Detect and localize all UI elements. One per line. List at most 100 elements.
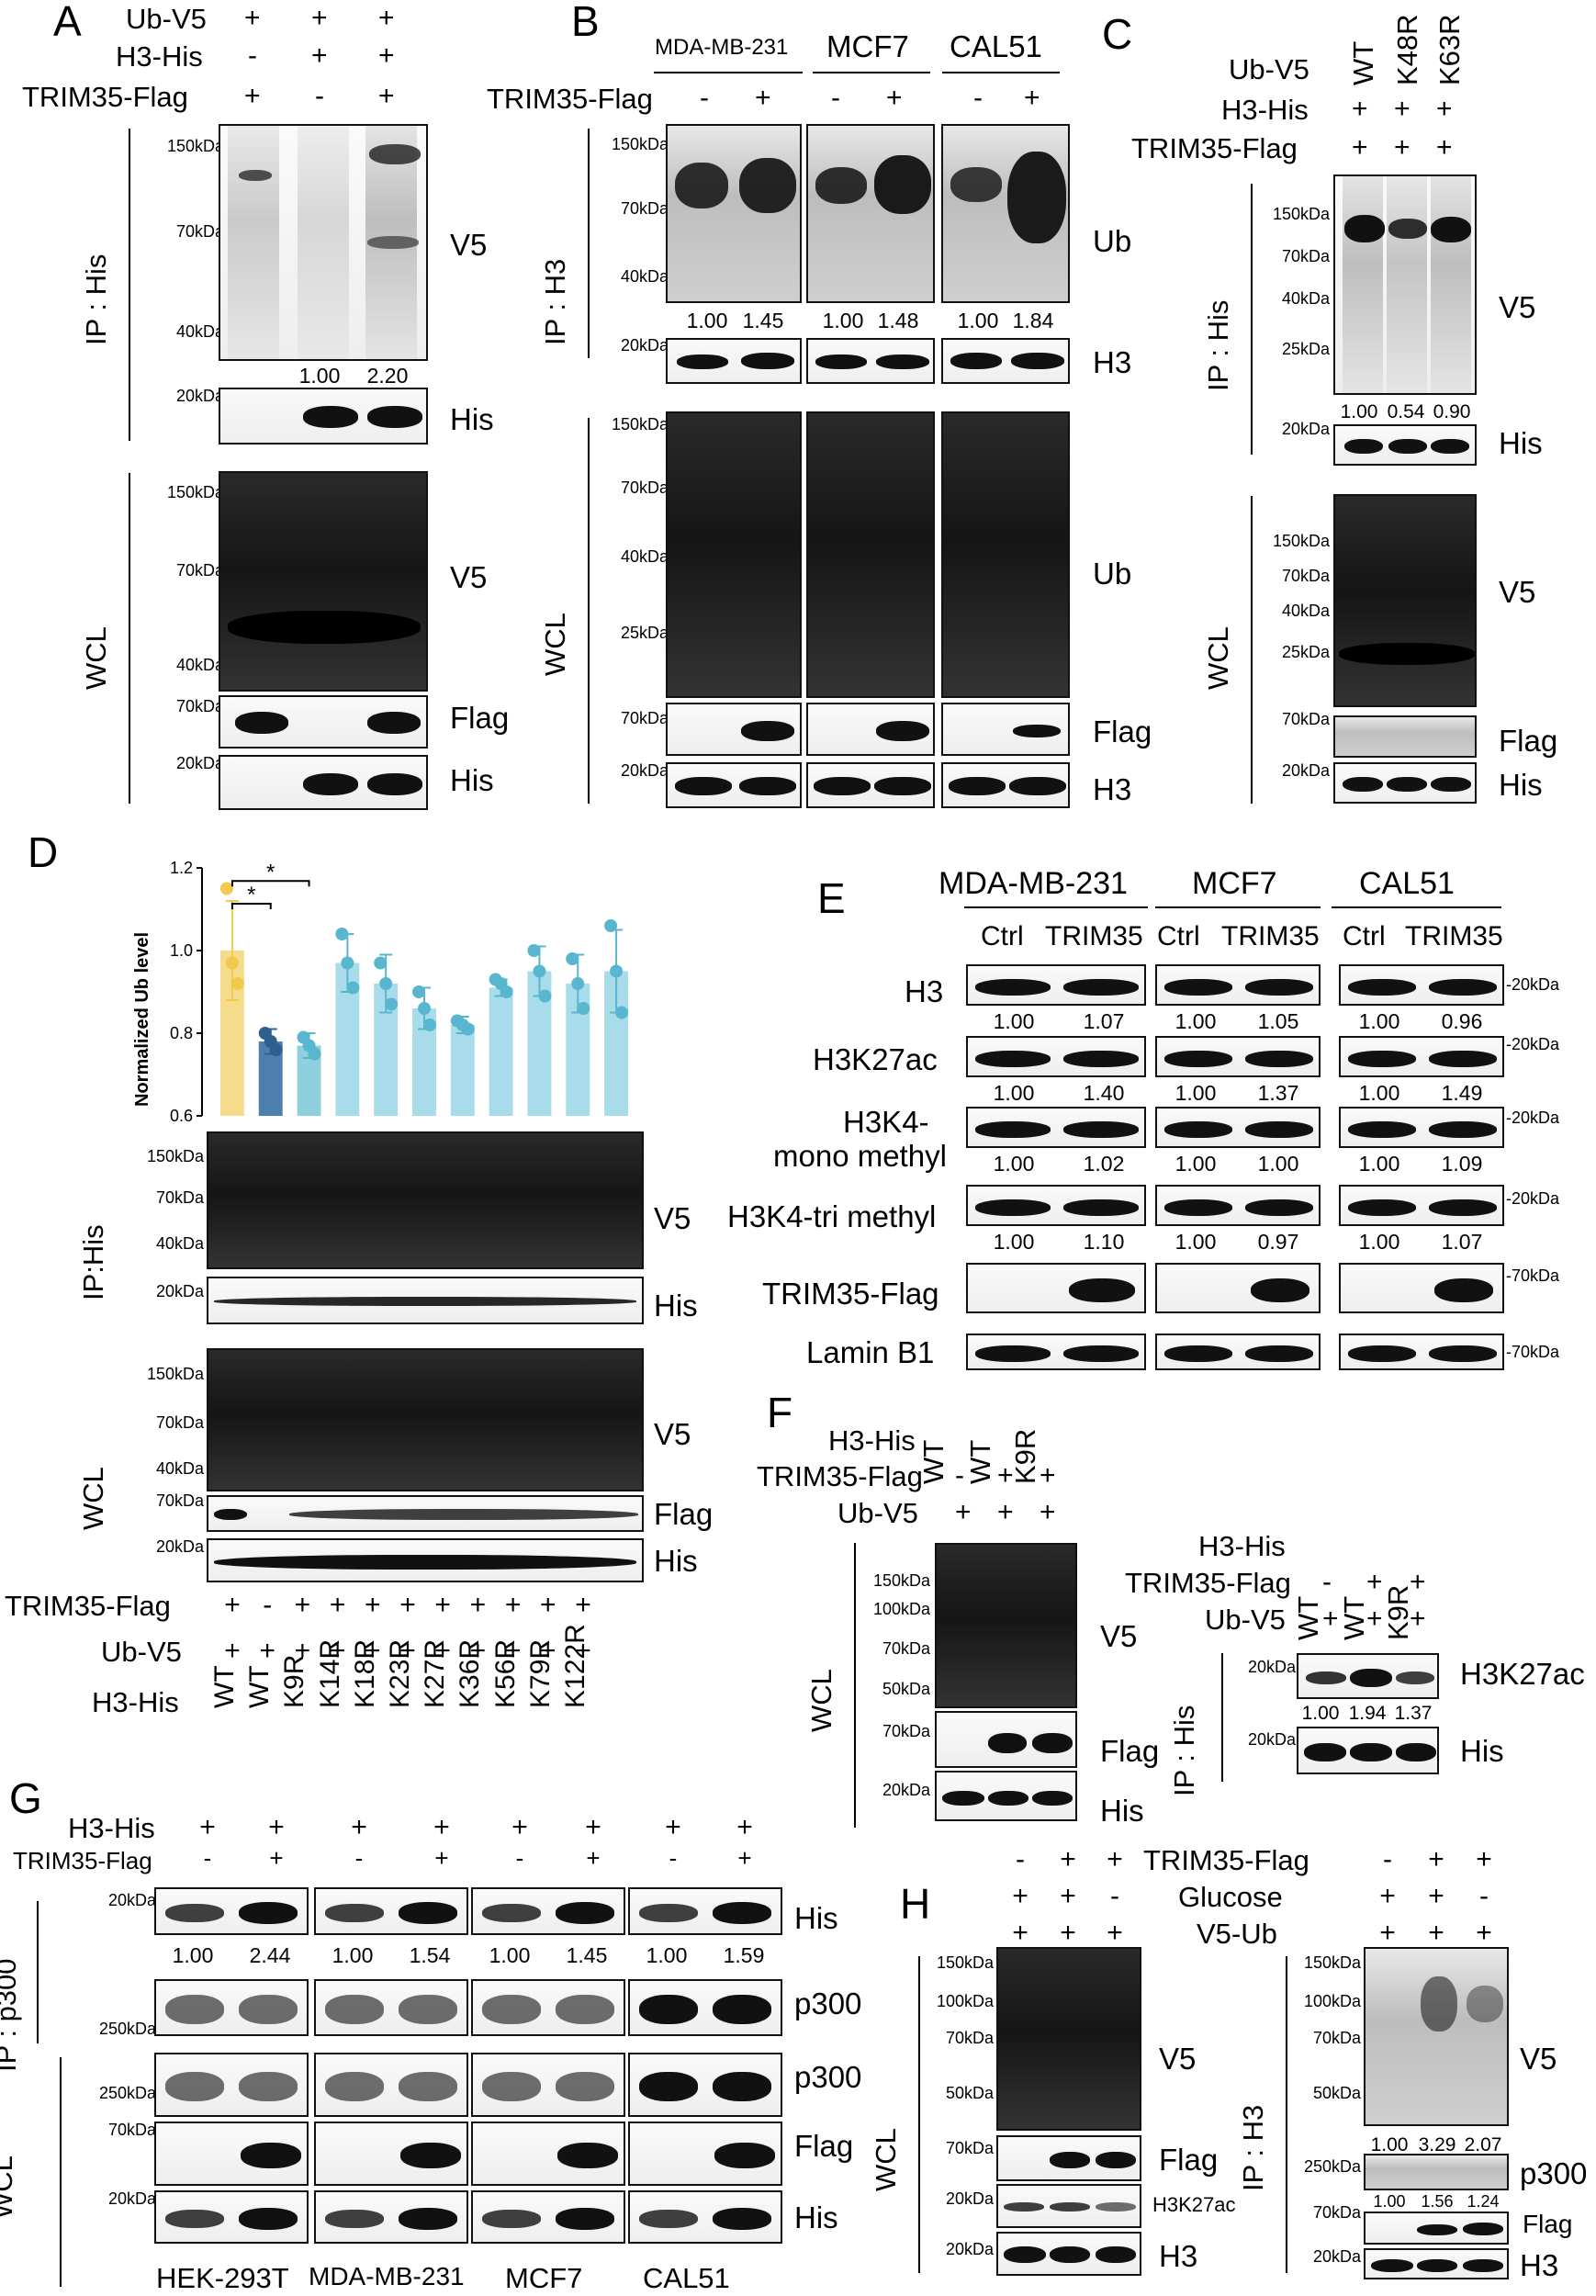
quant-value: 1.00 [1358, 1009, 1400, 1033]
plus-minus: + [469, 1590, 487, 1620]
row-label: His [794, 1901, 838, 1935]
row-label: p300 [794, 2060, 862, 2094]
plus-minus: + [433, 1812, 450, 1842]
y-tick-label: 0.6 [170, 1107, 193, 1125]
blot [1155, 1036, 1321, 1077]
condition-label: V5-Ub [1197, 1918, 1277, 1950]
row-label: V5 [1499, 575, 1536, 609]
blot [154, 1979, 309, 2036]
cell-line-label: MDA-MB-231 [655, 35, 789, 60]
plus-minus: + [575, 1636, 591, 1666]
blot [966, 964, 1146, 1006]
mw-unit: kDa [174, 1459, 204, 1478]
row-label: H3K4- [843, 1105, 929, 1139]
mw-unit: kDa [126, 1891, 156, 1909]
band [165, 2210, 224, 2228]
band [1251, 1277, 1309, 1302]
mw-marker: 250 [1303, 2157, 1332, 2176]
mw-marker: 100 [872, 1600, 901, 1618]
blot [966, 1334, 1146, 1370]
blot [966, 1185, 1146, 1226]
condition-label: H3-His [1221, 94, 1309, 126]
quant-value: 1.05 [1257, 1009, 1299, 1033]
quant-value: 1.00 [1358, 1081, 1400, 1105]
mw-marker: 150 [611, 415, 639, 433]
plus-minus: + [504, 1636, 522, 1666]
plus-minus: - [1383, 1844, 1392, 1874]
plus-minus: - [700, 83, 709, 113]
mw-unit: kDa [126, 2084, 156, 2102]
band [1164, 1120, 1232, 1138]
mw-unit: kDa [1530, 975, 1560, 994]
plus-minus: + [585, 1812, 601, 1842]
band [1348, 1120, 1416, 1138]
mw-unit: kDa [900, 1639, 930, 1658]
quant-value: 1.00 [646, 1943, 688, 1967]
band [556, 2208, 614, 2230]
panel-letter: D [28, 828, 59, 876]
mw-unit: kDa [638, 199, 669, 218]
mw-label: 100kDa [1286, 1993, 1361, 2009]
plus-minus: + [1366, 1567, 1383, 1597]
significance-star: * [266, 860, 275, 884]
quant-value: 1.00 [993, 1230, 1035, 1254]
lane-label: WT [209, 1665, 240, 1708]
plus-minus: - [1322, 1567, 1332, 1597]
plus-minus: + [365, 1636, 381, 1666]
mw-label: 70kDa [918, 2030, 994, 2046]
band [399, 2072, 457, 2101]
condition-label: H3-His [1198, 1530, 1286, 1562]
panel-letter: C [1102, 10, 1133, 58]
plus-minus: + [1428, 1881, 1444, 1911]
mw-unit: kDa [194, 322, 224, 341]
plus-minus: + [575, 1590, 591, 1620]
mw-marker: 150 [166, 137, 195, 155]
plus-minus: + [365, 1590, 381, 1620]
ip-label: IP : H3 [539, 258, 571, 345]
mw-unit: kDa [126, 2121, 156, 2139]
plus-minus: + [1410, 1567, 1426, 1597]
plus-minus: + [1012, 1881, 1028, 1911]
band [713, 2208, 771, 2230]
blot [1155, 1263, 1321, 1313]
data-point [335, 928, 349, 940]
blot [471, 2190, 625, 2244]
variant-label: K48R [1391, 14, 1423, 85]
blot-ip-his [207, 1277, 644, 1324]
mw-unit: kDa [1265, 1730, 1296, 1749]
data-point [418, 1002, 431, 1015]
data-point [461, 1022, 475, 1036]
blot-ip-v5 [207, 1131, 644, 1269]
blot-wcl-h3-mcf7 [806, 762, 935, 808]
mw-marker: 20 [107, 2189, 127, 2208]
mw-marker: 250 [98, 2020, 127, 2038]
plus-minus: + [1012, 1918, 1028, 1948]
band [1063, 978, 1139, 996]
blot [154, 2190, 309, 2244]
quant-value: 1.00 [1175, 1152, 1217, 1176]
band [482, 2210, 541, 2228]
blot-wcl-his [219, 755, 428, 810]
plus-minus: + [1107, 1918, 1123, 1948]
plus-minus: + [199, 1812, 216, 1842]
plus-minus: - [248, 40, 257, 71]
quant-value: 2.07 [1464, 2134, 1502, 2155]
mw-label: 150kDa [918, 1954, 994, 1971]
y-tick-label: 0.8 [170, 1024, 193, 1042]
band [639, 1904, 698, 1922]
quant-value: 1.00 [1301, 1703, 1340, 1724]
row-label: V5 [1100, 1619, 1138, 1653]
mw-unit: kDa [963, 2029, 994, 2047]
band [1348, 1050, 1416, 1067]
mw-marker: 25 [1281, 643, 1300, 661]
quant-value: 1.00 [686, 309, 728, 332]
mw-unit: kDa [1331, 1992, 1361, 2010]
significance-bracket [230, 880, 310, 887]
mw-marker: 70 [1512, 1266, 1531, 1285]
blot-ip-his [219, 388, 428, 445]
data-point [571, 977, 585, 990]
mw-marker: 70 [175, 561, 195, 580]
variant-label: WT [917, 1439, 950, 1484]
plus-minus: + [540, 1636, 556, 1666]
quant-value: 1.00 [993, 1009, 1035, 1033]
